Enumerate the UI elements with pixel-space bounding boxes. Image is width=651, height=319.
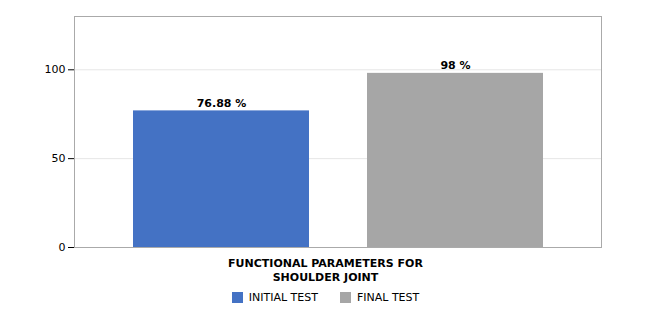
svg-text:100: 100 <box>45 63 66 76</box>
svg-text:98 %: 98 % <box>440 59 470 72</box>
html-text:FUNCTIONAL PARAMETERS FOR SHOU: FUNCTIONAL PARAMETERS FOR SHOULDER JOINT <box>228 257 423 284</box>
svg-text:0: 0 <box>59 241 66 254</box>
html-text:INITIAL TEST: INITIAL TEST <box>248 290 318 304</box>
html-text:FINAL TEST: FINAL TEST <box>356 290 420 304</box>
svg-text:50: 50 <box>52 152 66 165</box>
svg-text:76.88 %: 76.88 % <box>197 97 247 110</box>
